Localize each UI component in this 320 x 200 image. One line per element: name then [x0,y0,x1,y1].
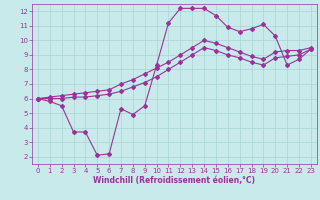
X-axis label: Windchill (Refroidissement éolien,°C): Windchill (Refroidissement éolien,°C) [93,176,255,185]
